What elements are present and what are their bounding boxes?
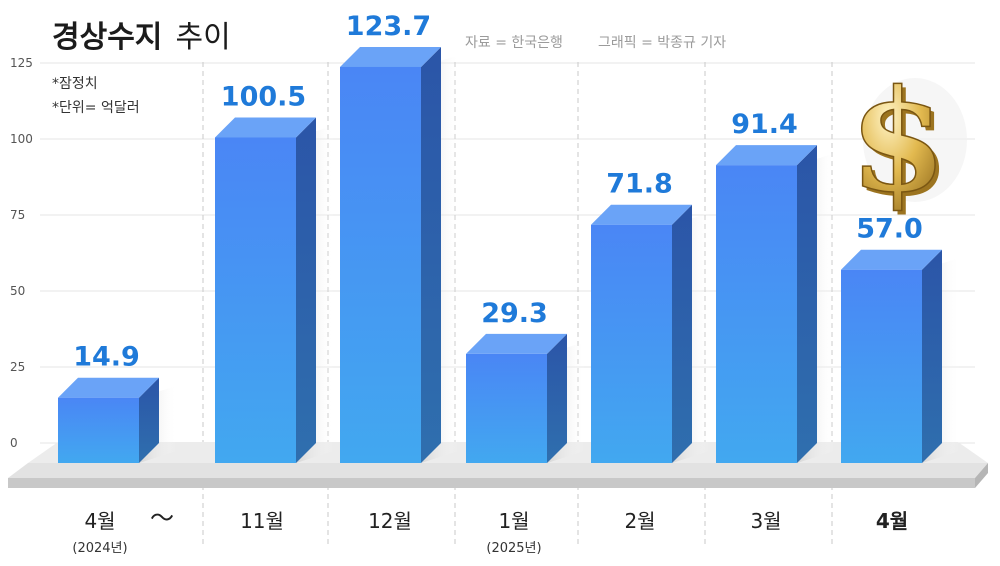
x-tick-label: 4월 bbox=[84, 509, 115, 533]
note-unit: *단위= 억달러 bbox=[52, 100, 140, 116]
value-label: 14.9 bbox=[73, 342, 140, 373]
x-tick-label: 12월 bbox=[368, 509, 412, 533]
bar-front bbox=[841, 269, 922, 463]
bar-top bbox=[841, 249, 942, 270]
bar-side bbox=[797, 145, 817, 464]
x-tick-label: 3월 bbox=[750, 509, 781, 533]
y-tick-label: 100 bbox=[10, 132, 33, 146]
value-label: 57.0 bbox=[856, 214, 923, 245]
bar-side bbox=[296, 117, 316, 463]
range-separator: ～ bbox=[150, 504, 174, 532]
bar bbox=[58, 377, 177, 463]
bar-top bbox=[591, 204, 692, 225]
x-tick-label: 2월 bbox=[624, 509, 655, 533]
bar bbox=[716, 145, 835, 464]
bar-front bbox=[466, 353, 547, 463]
dollar-icon: $ $ bbox=[849, 59, 967, 228]
bar-side bbox=[547, 333, 567, 463]
bar-front bbox=[340, 66, 421, 464]
floor-side bbox=[975, 463, 988, 488]
bar bbox=[340, 46, 459, 464]
bar-top bbox=[340, 46, 441, 67]
value-label: 29.3 bbox=[481, 298, 548, 329]
y-tick-label: 50 bbox=[10, 284, 25, 298]
value-labels: 14.9 100.5 123.7 29.3 71.8 91.4 57.0 bbox=[73, 11, 923, 373]
x-tick-label: 1월 bbox=[498, 509, 529, 533]
bar-front bbox=[591, 224, 672, 463]
bar bbox=[466, 333, 585, 463]
bar-side bbox=[421, 46, 441, 464]
bar-side bbox=[672, 204, 692, 463]
x-labels: 4월 (2024년) 11월 12월 1월 (2025년) 2월 3월 4월 bbox=[72, 509, 908, 556]
y-tick-label: 25 bbox=[10, 360, 25, 374]
y-tick-label: 125 bbox=[10, 56, 33, 70]
y-tick-label: 0 bbox=[10, 436, 18, 450]
bar-top bbox=[215, 117, 316, 138]
bar-front bbox=[58, 397, 139, 463]
value-label: 91.4 bbox=[731, 109, 798, 140]
chart-title-bold: 경상수지 bbox=[52, 20, 162, 55]
value-label: 71.8 bbox=[606, 169, 673, 200]
chart-title: 경상수지 추이 bbox=[52, 20, 231, 55]
bar-top bbox=[58, 377, 159, 398]
x-tick-label: 11월 bbox=[240, 509, 284, 533]
credit-label: 그래픽 = 박종규 기자 bbox=[598, 35, 726, 51]
source-label: 자료 = 한국은행 bbox=[465, 35, 563, 51]
x-tick-sublabel: (2025년) bbox=[486, 541, 541, 556]
bar-top bbox=[466, 333, 567, 354]
value-label: 100.5 bbox=[221, 81, 306, 112]
y-axis: 0 25 50 75 100 125 bbox=[10, 56, 33, 450]
value-label: 123.7 bbox=[346, 11, 431, 42]
bar bbox=[591, 204, 710, 463]
svg-text:$: $ bbox=[853, 64, 950, 228]
floor-edge bbox=[8, 478, 975, 488]
floor-front bbox=[8, 463, 988, 478]
bar bbox=[841, 249, 960, 463]
bars bbox=[58, 46, 960, 464]
bar-top bbox=[716, 145, 817, 166]
bar-front bbox=[215, 137, 296, 464]
bar-side bbox=[922, 249, 942, 463]
bar-side bbox=[139, 377, 159, 463]
svg-text:$: $ bbox=[849, 60, 946, 224]
y-tick-label: 75 bbox=[10, 208, 25, 222]
chart-title-rest: 추이 bbox=[176, 20, 231, 55]
x-tick-sublabel: (2024년) bbox=[72, 541, 127, 556]
bar bbox=[215, 117, 334, 464]
bar-front bbox=[716, 165, 797, 464]
note-provisional: *잠정치 bbox=[52, 76, 98, 92]
x-tick-label: 4월 bbox=[876, 509, 908, 533]
